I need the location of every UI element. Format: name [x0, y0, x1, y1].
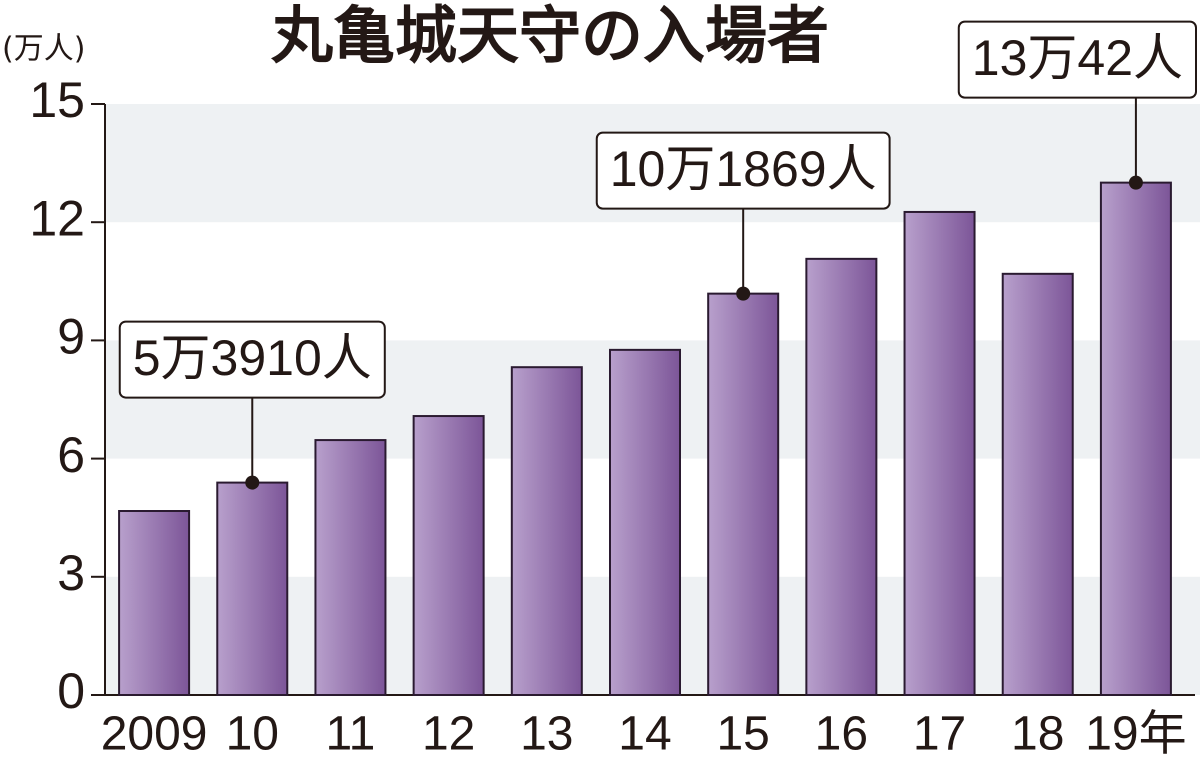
- y-tick-label: 9: [57, 309, 85, 365]
- y-tick-label: 6: [57, 427, 85, 483]
- callout-dot: [736, 286, 751, 301]
- bar: [118, 510, 191, 697]
- value-label: 10万1869人: [610, 141, 877, 197]
- bar: [903, 210, 976, 696]
- y-axis-label: (万人): [2, 32, 85, 67]
- x-tick-label: 2009: [101, 708, 208, 761]
- y-tick-label: 3: [57, 545, 85, 601]
- x-tick-label: 18: [1011, 708, 1064, 761]
- bar: [510, 366, 583, 696]
- x-tick-label: 14: [618, 708, 671, 761]
- x-tick-label: 13: [520, 708, 573, 761]
- value-label-box: [957, 20, 1197, 99]
- bar: [1099, 181, 1172, 696]
- x-tick-label: 15: [716, 708, 769, 761]
- x-tick-label: 10: [226, 708, 279, 761]
- value-label: 13万42人: [972, 30, 1183, 86]
- x-tick-label: 16: [815, 708, 868, 761]
- x-tick-label: 11: [326, 708, 376, 761]
- x-tick-label: 12: [422, 708, 475, 761]
- bar: [609, 348, 681, 696]
- bar: [314, 439, 387, 696]
- chart-title: 丸亀城天守の入場者: [270, 0, 829, 72]
- bar: [805, 257, 878, 696]
- bar: [412, 415, 485, 696]
- bar: [216, 481, 289, 696]
- callout-dot: [1128, 175, 1143, 190]
- y-tick-label: 12: [29, 190, 85, 246]
- bar: [707, 292, 780, 696]
- value-label: 5万3910人: [133, 330, 372, 386]
- bar: [1001, 272, 1074, 696]
- callout-dot: [245, 475, 260, 490]
- x-tick-label: 17: [913, 708, 966, 761]
- y-tick-label: 15: [29, 72, 85, 128]
- x-tick-label: 19年: [1085, 708, 1186, 761]
- y-tick-label: 0: [57, 663, 85, 719]
